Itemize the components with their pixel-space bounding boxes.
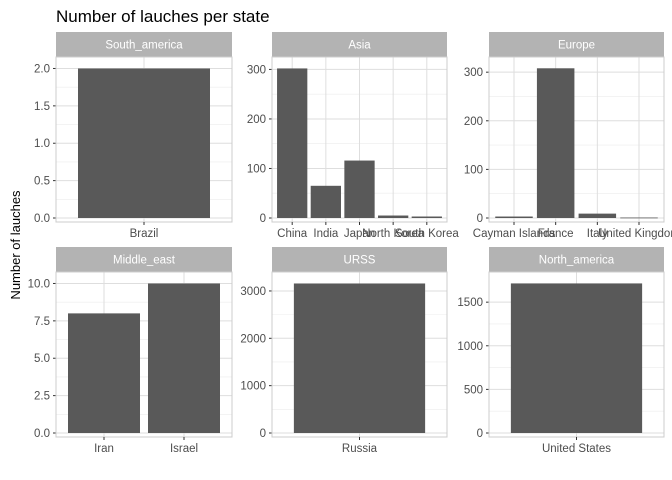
bar-israel xyxy=(148,283,220,433)
facet-strip-label: URSS xyxy=(344,255,376,267)
x-tick-label: India xyxy=(313,228,339,240)
x-tick-label: North Korea xyxy=(362,228,425,240)
facet-panels: South_america 0.0 0.5 1.0 1.5 2.0 Brazil Asia 0 1… xyxy=(28,32,672,455)
x-tick-label: China xyxy=(277,228,308,240)
bar-china xyxy=(277,68,308,219)
y-tick-label: 0 xyxy=(260,428,266,440)
panel-border xyxy=(55,271,233,438)
y-tick-label: 300 xyxy=(247,64,266,76)
facet-strip-label: Middle_east xyxy=(113,255,176,267)
x-tick-label: Cayman Islands xyxy=(473,228,556,240)
facet-strip xyxy=(272,32,447,57)
y-tick-label: 10.0 xyxy=(28,278,50,290)
bar-russia xyxy=(293,283,426,433)
y-tick-label: 1.0 xyxy=(34,138,50,150)
y-tick-label: 0 xyxy=(477,213,483,225)
panel-border xyxy=(488,56,665,223)
bar-united-kingdom xyxy=(620,217,658,219)
y-tick-label: 0 xyxy=(477,428,483,440)
y-tick-label: 2.5 xyxy=(34,391,50,403)
y-tick-label: 200 xyxy=(247,114,266,126)
y-tick-label: 1500 xyxy=(457,297,483,309)
y-tick-label: 500 xyxy=(464,384,483,396)
y-tick-label: 1000 xyxy=(240,381,266,393)
bar-japan xyxy=(344,160,375,218)
bar-north-korea xyxy=(378,215,409,218)
bar-cayman-islands xyxy=(495,216,533,218)
bar-iran xyxy=(68,313,140,433)
bar-brazil xyxy=(78,68,210,218)
x-tick-label: United Kingdom xyxy=(598,228,672,240)
y-tick-label: 1.5 xyxy=(34,101,50,113)
facet-strip-label: North_america xyxy=(539,255,615,267)
x-tick-label: Italy xyxy=(587,228,608,240)
bar-south-korea xyxy=(411,216,442,218)
chart-title: Number of lauches per state xyxy=(56,7,270,26)
y-tick-label: 5.0 xyxy=(34,353,50,365)
bar-italy xyxy=(578,213,617,218)
facet-strip-label: Europe xyxy=(558,40,595,52)
bar-india xyxy=(310,185,341,218)
x-tick-label: Israel xyxy=(170,443,198,455)
y-tick-label: 7.5 xyxy=(34,316,50,328)
y-axis-label: Number of lauches xyxy=(8,190,23,300)
y-tick-label: 100 xyxy=(247,163,266,175)
panel-background xyxy=(489,57,664,222)
facet-strip-label: Asia xyxy=(348,40,371,52)
facet-south-america: South_america 0.0 0.5 1.0 1.5 2.0 Brazil xyxy=(34,32,233,240)
y-tick-label: 2.0 xyxy=(34,63,50,75)
bar-united-states xyxy=(510,283,643,433)
facet-middle-east: Middle_east 0.0 2.5 5.0 7.5 10.0 Iran Israel xyxy=(28,247,233,455)
x-tick-label: Iran xyxy=(94,443,114,455)
facet-strip xyxy=(272,247,447,272)
x-tick-label: Brazil xyxy=(130,228,159,240)
y-tick-label: 100 xyxy=(464,164,483,176)
x-tick-label: South Korea xyxy=(395,228,460,240)
y-tick-label: 0 xyxy=(260,213,266,225)
facet-north-america: North_america 0 500 1000 1500 United States xyxy=(457,247,665,455)
y-tick-label: 0.5 xyxy=(34,176,50,188)
facet-strip xyxy=(56,247,232,272)
y-tick-label: 1000 xyxy=(457,341,483,353)
y-tick-label: 0.0 xyxy=(34,428,50,440)
x-tick-label: Russia xyxy=(342,443,378,455)
y-tick-label: 0.0 xyxy=(34,213,50,225)
y-tick-label: 3000 xyxy=(240,286,266,298)
bar-france xyxy=(536,68,575,219)
x-tick-label: Japan xyxy=(344,228,375,240)
x-tick-label: United States xyxy=(542,443,611,455)
x-tick-label: France xyxy=(538,228,574,240)
facet-strip xyxy=(56,32,232,57)
y-tick-label: 300 xyxy=(464,67,483,79)
facet-strip-label: South_america xyxy=(105,40,183,52)
facet-strip xyxy=(489,247,664,272)
facet-strip xyxy=(489,32,664,57)
y-tick-label: 2000 xyxy=(240,333,266,345)
y-tick-label: 200 xyxy=(464,116,483,128)
facet-urss: URSS 0 1000 2000 3000 Russia xyxy=(240,247,448,455)
